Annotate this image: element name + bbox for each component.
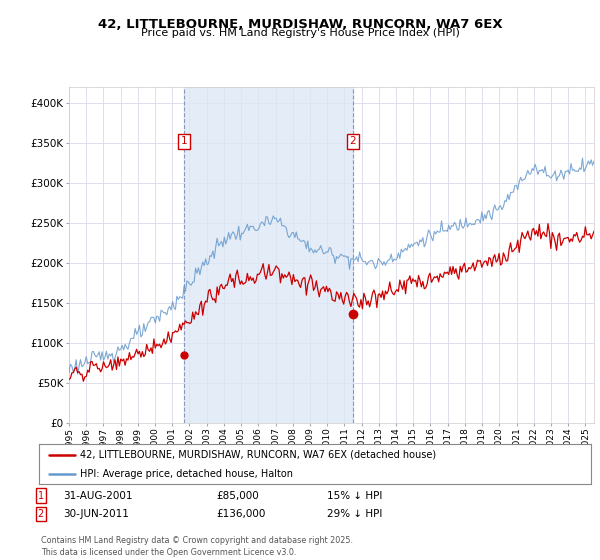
Text: 2: 2 <box>350 136 356 146</box>
Text: 30-JUN-2011: 30-JUN-2011 <box>63 509 129 519</box>
Text: 31-AUG-2001: 31-AUG-2001 <box>63 491 133 501</box>
Text: £136,000: £136,000 <box>216 509 265 519</box>
Text: 1: 1 <box>38 491 44 501</box>
Text: 29% ↓ HPI: 29% ↓ HPI <box>327 509 382 519</box>
Text: £85,000: £85,000 <box>216 491 259 501</box>
Text: 15% ↓ HPI: 15% ↓ HPI <box>327 491 382 501</box>
Text: 2: 2 <box>38 509 44 519</box>
Text: HPI: Average price, detached house, Halton: HPI: Average price, detached house, Halt… <box>80 469 293 479</box>
Text: Contains HM Land Registry data © Crown copyright and database right 2025.
This d: Contains HM Land Registry data © Crown c… <box>41 536 353 557</box>
Text: 1: 1 <box>181 136 187 146</box>
Bar <box>184 87 353 423</box>
Text: 42, LITTLEBOURNE, MURDISHAW, RUNCORN, WA7 6EX: 42, LITTLEBOURNE, MURDISHAW, RUNCORN, WA… <box>98 18 502 31</box>
Text: 42, LITTLEBOURNE, MURDISHAW, RUNCORN, WA7 6EX (detached house): 42, LITTLEBOURNE, MURDISHAW, RUNCORN, WA… <box>80 450 437 460</box>
Text: Price paid vs. HM Land Registry's House Price Index (HPI): Price paid vs. HM Land Registry's House … <box>140 28 460 38</box>
